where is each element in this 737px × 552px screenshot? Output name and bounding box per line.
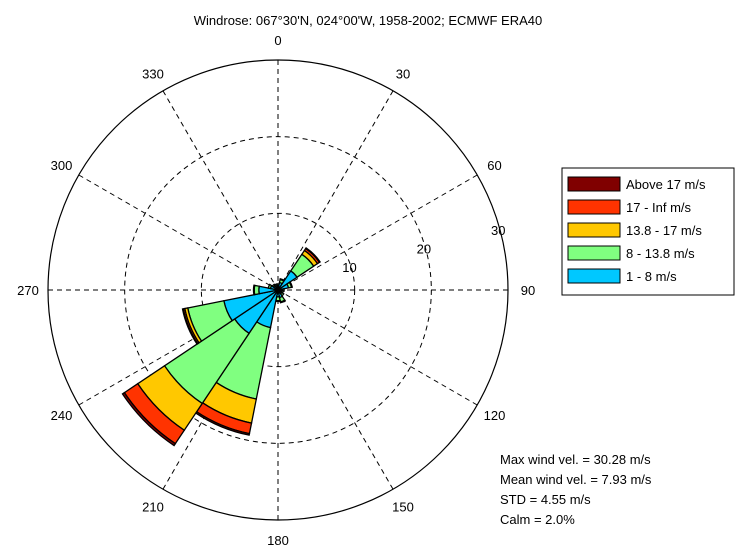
direction-label: 300 [51, 158, 73, 173]
statistics-text: Max wind vel. = 30.28 m/s Mean wind vel. … [500, 452, 652, 527]
windrose-bar-segment [121, 391, 177, 447]
windrose-bar-segment [279, 299, 287, 304]
windrose-bar-segment [273, 283, 278, 288]
windrose-bar-segment [252, 284, 256, 296]
grid-spoke [277, 174, 478, 291]
legend-swatch [567, 199, 621, 215]
stat-line: Mean wind vel. = 7.93 m/s [500, 472, 652, 487]
grid-spoke [277, 90, 394, 291]
legend-label: Above 17 m/s [626, 177, 706, 192]
legend-label: 8 - 13.8 m/s [626, 246, 695, 261]
radial-tick-labels: 10 20 30 [342, 223, 505, 275]
radial-tick-label: 10 [342, 260, 356, 275]
direction-label: 90 [521, 283, 535, 298]
chart-title: Windrose: 067°30'N, 024°00'W, 1958-2002;… [194, 13, 542, 28]
windrose-bars [121, 247, 321, 447]
direction-label: 180 [267, 533, 289, 548]
direction-label: 240 [51, 408, 73, 423]
radial-tick-label: 30 [491, 223, 505, 238]
windrose-bar-segment [304, 247, 321, 264]
legend-label: 1 - 8 m/s [626, 269, 677, 284]
stat-line: Max wind vel. = 30.28 m/s [500, 452, 651, 467]
direction-label: 210 [142, 500, 164, 515]
legend-swatch [567, 176, 621, 192]
grid-spoke [277, 289, 478, 406]
legend-swatch [567, 245, 621, 261]
legend: Above 17 m/s 17 - Inf m/s 13.8 - 17 m/s 8 -… [561, 167, 735, 296]
legend-swatch [567, 268, 621, 284]
direction-label: 330 [142, 66, 164, 81]
windrose-bar-segment [267, 283, 273, 290]
legend-label: 17 - Inf m/s [626, 200, 692, 215]
legend-swatch [567, 222, 621, 238]
radial-tick-label: 20 [417, 242, 431, 257]
direction-labels: 0 30 60 90 120 150 180 210 240 270 300 330 [17, 33, 535, 548]
direction-label: 270 [17, 283, 39, 298]
windrose-bar-segment [181, 308, 199, 345]
direction-label: 150 [392, 500, 414, 515]
windrose-bar-segment [288, 281, 294, 289]
polar-frame [47, 59, 509, 521]
grid-spoke [277, 289, 394, 490]
polar-grid [48, 60, 508, 520]
direction-label: 0 [274, 33, 281, 48]
grid-spoke [78, 174, 279, 291]
direction-label: 30 [396, 66, 410, 81]
stat-line: Calm = 2.0% [500, 512, 575, 527]
outer-circle [47, 59, 509, 521]
direction-label: 60 [487, 158, 501, 173]
direction-label: 120 [484, 408, 506, 423]
center-dot [275, 287, 281, 293]
legend-label: 13.8 - 17 m/s [626, 223, 702, 238]
grid-spoke [162, 90, 279, 291]
stat-line: STD = 4.55 m/s [500, 492, 591, 507]
